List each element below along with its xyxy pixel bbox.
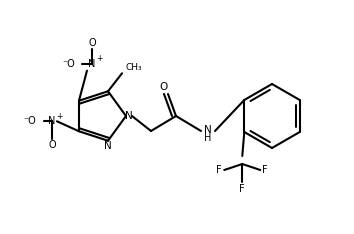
- Text: O: O: [48, 140, 56, 150]
- Text: ⁻O: ⁻O: [23, 116, 36, 126]
- Text: CH₃: CH₃: [125, 63, 142, 72]
- Text: N: N: [204, 125, 212, 135]
- Text: N: N: [48, 116, 56, 126]
- Text: F: F: [262, 165, 268, 175]
- Text: O: O: [88, 38, 96, 48]
- Text: +: +: [96, 54, 102, 63]
- Text: N: N: [104, 141, 112, 151]
- Text: N: N: [88, 59, 96, 69]
- Text: F: F: [239, 184, 245, 194]
- Text: N: N: [125, 111, 133, 121]
- Text: F: F: [217, 165, 222, 175]
- Text: +: +: [56, 112, 62, 121]
- Text: O: O: [160, 82, 168, 92]
- Text: H: H: [204, 133, 212, 143]
- Text: ⁻O: ⁻O: [62, 59, 75, 69]
